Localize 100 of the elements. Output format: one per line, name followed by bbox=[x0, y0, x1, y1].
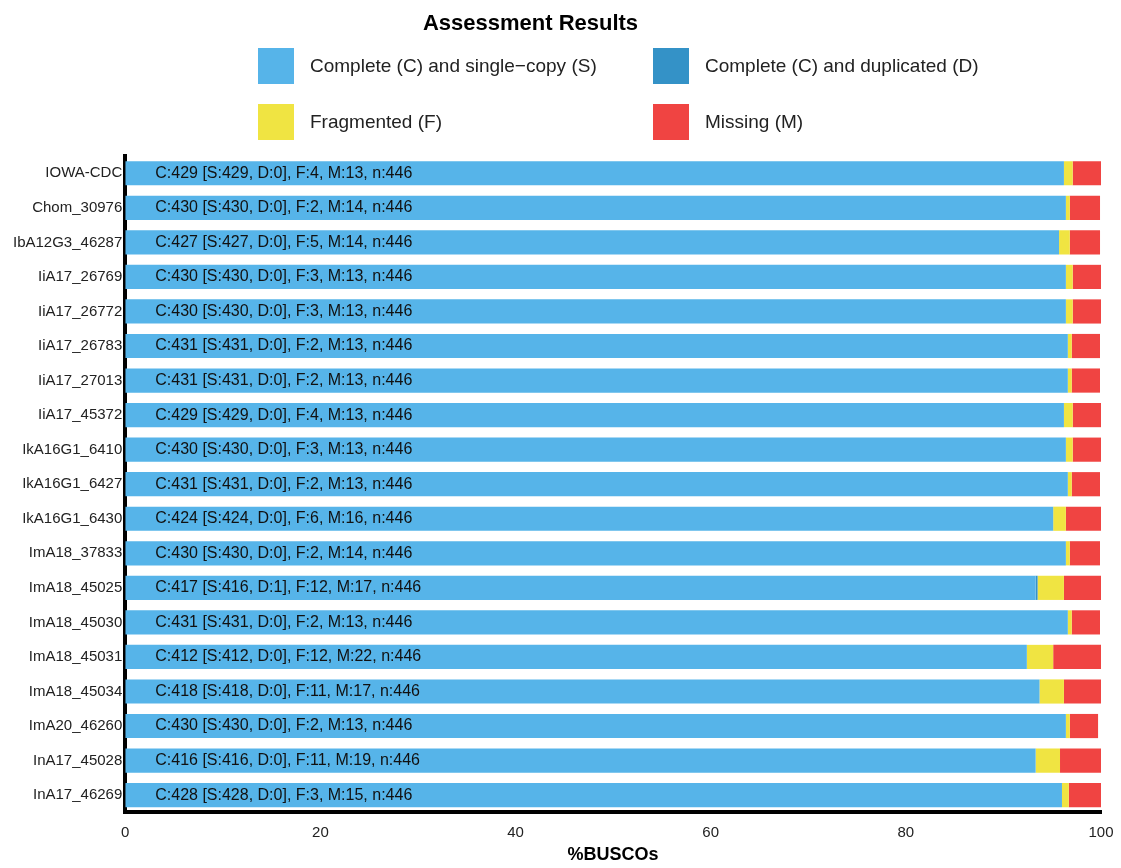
bar bbox=[1069, 230, 1101, 255]
bar bbox=[125, 644, 1027, 670]
legend-label: Complete (C) and single−copy (S) bbox=[310, 55, 597, 77]
bar bbox=[125, 713, 1066, 739]
y-tick-label: IkA16G1_6430 bbox=[22, 508, 123, 526]
x-tick-label: 100 bbox=[1088, 822, 1114, 840]
bar bbox=[1039, 679, 1064, 704]
bar bbox=[1026, 644, 1054, 670]
x-tick-label: 80 bbox=[897, 822, 915, 840]
bar bbox=[125, 437, 1066, 462]
data-label: C:416 [S:416, D:0], F:11, M:19, n:446 bbox=[155, 750, 421, 768]
y-tick-label: IiA17_26783 bbox=[38, 336, 123, 354]
data-label: C:412 [S:412, D:0], F:12, M:22, n:446 bbox=[155, 647, 422, 665]
bar bbox=[125, 575, 1036, 600]
x-axis-title: %BUSCOs bbox=[567, 844, 659, 865]
bar bbox=[1067, 610, 1072, 635]
bar bbox=[1063, 161, 1073, 186]
data-label: C:427 [S:427, D:0], F:5, M:14, n:446 bbox=[155, 232, 413, 250]
x-tick-label: 40 bbox=[507, 822, 524, 840]
bar bbox=[1059, 230, 1070, 255]
bar bbox=[125, 333, 1068, 359]
bar bbox=[1065, 541, 1070, 566]
data-label: C:428 [S:428, D:0], F:3, M:15, n:446 bbox=[155, 785, 413, 803]
bar bbox=[1063, 575, 1101, 600]
bar bbox=[1072, 264, 1101, 290]
y-tick-label: ImA18_45031 bbox=[28, 647, 123, 665]
bar bbox=[125, 299, 1066, 324]
chart-title: Assessment Results bbox=[421, 9, 640, 37]
y-tick-label: IkA16G1_6410 bbox=[22, 439, 123, 457]
bar bbox=[125, 541, 1066, 566]
data-label: C:430 [S:430, D:0], F:3, M:13, n:446 bbox=[155, 440, 413, 458]
y-tick-label: IiA17_45372 bbox=[38, 405, 123, 423]
bar bbox=[1065, 264, 1073, 290]
legend-label: Missing (M) bbox=[705, 111, 804, 133]
y-tick-label: IiA17_27013 bbox=[38, 370, 123, 388]
data-label: C:431 [S:431, D:0], F:2, M:13, n:446 bbox=[155, 336, 413, 354]
bar bbox=[1069, 713, 1099, 739]
bar bbox=[125, 403, 1064, 428]
data-label: C:424 [S:424, D:0], F:6, M:16, n:446 bbox=[155, 509, 413, 527]
bar bbox=[125, 610, 1068, 635]
y-tick-label: Chom_30976 bbox=[32, 197, 123, 215]
bar bbox=[1071, 368, 1101, 393]
bar bbox=[1035, 748, 1061, 773]
data-label: C:429 [S:429, D:0], F:4, M:13, n:446 bbox=[155, 405, 413, 423]
bar bbox=[125, 161, 1064, 186]
bar bbox=[1037, 575, 1064, 600]
bar bbox=[1069, 541, 1101, 566]
bar bbox=[125, 506, 1054, 531]
y-tick-label: ImA18_37833 bbox=[28, 543, 123, 561]
bar bbox=[1067, 333, 1072, 359]
y-tick-label: IiA17_26769 bbox=[38, 267, 123, 285]
bar bbox=[1053, 506, 1066, 531]
data-label: C:429 [S:429, D:0], F:4, M:13, n:446 bbox=[155, 163, 413, 181]
y-tick-label: InA17_46269 bbox=[33, 785, 123, 803]
data-label: C:430 [S:430, D:0], F:2, M:13, n:446 bbox=[155, 716, 413, 734]
data-label: C:430 [S:430, D:0], F:2, M:14, n:446 bbox=[155, 543, 413, 561]
legend-label: Fragmented (F) bbox=[310, 111, 442, 133]
data-label: C:431 [S:431, D:0], F:2, M:13, n:446 bbox=[155, 612, 413, 630]
y-tick-label: IbA12G3_46287 bbox=[13, 232, 123, 250]
data-label: C:417 [S:416, D:1], F:12, M:17, n:446 bbox=[155, 578, 422, 596]
bar bbox=[1072, 403, 1101, 428]
bar bbox=[1072, 299, 1101, 324]
bar bbox=[125, 368, 1068, 393]
x-tick-label: 60 bbox=[702, 822, 720, 840]
y-tick-label: ImA20_46260 bbox=[28, 716, 123, 734]
bar bbox=[1071, 610, 1101, 635]
legend-label: Complete (C) and duplicated (D) bbox=[705, 55, 979, 77]
y-tick-label: IiA17_26772 bbox=[38, 301, 123, 319]
bar bbox=[1063, 679, 1101, 704]
bar bbox=[125, 472, 1068, 497]
bar bbox=[1065, 437, 1073, 462]
data-label: C:431 [S:431, D:0], F:2, M:13, n:446 bbox=[155, 474, 413, 492]
bar bbox=[1065, 506, 1101, 531]
y-tick-label: InA17_45028 bbox=[33, 750, 123, 768]
bar bbox=[1053, 644, 1101, 670]
data-label: C:431 [S:431, D:0], F:2, M:13, n:446 bbox=[155, 370, 413, 388]
bar bbox=[1069, 195, 1101, 220]
bar bbox=[1071, 333, 1101, 359]
bar bbox=[125, 230, 1060, 255]
bar bbox=[1065, 299, 1073, 324]
bar bbox=[125, 264, 1066, 290]
y-tick-label: ImA18_45034 bbox=[28, 681, 123, 699]
y-tick-label: ImA18_45030 bbox=[28, 612, 123, 630]
bar bbox=[1068, 783, 1101, 808]
y-tick-label: ImA18_45025 bbox=[28, 577, 123, 595]
bar bbox=[1071, 472, 1101, 497]
data-label: C:418 [S:418, D:0], F:11, M:17, n:446 bbox=[155, 681, 421, 699]
bar bbox=[125, 679, 1040, 704]
bar bbox=[1065, 195, 1070, 220]
data-label: C:430 [S:430, D:0], F:2, M:14, n:446 bbox=[155, 198, 413, 216]
bar bbox=[125, 748, 1036, 773]
bar bbox=[1063, 403, 1073, 428]
x-tick-label: 20 bbox=[312, 822, 329, 840]
bar bbox=[1067, 472, 1072, 497]
bar bbox=[1067, 368, 1072, 393]
y-tick-label: IOWA-CDC bbox=[45, 163, 123, 181]
bar bbox=[1072, 437, 1101, 462]
bar bbox=[1060, 748, 1101, 773]
data-label: C:430 [S:430, D:0], F:3, M:13, n:446 bbox=[155, 301, 413, 319]
bar bbox=[1061, 783, 1069, 808]
